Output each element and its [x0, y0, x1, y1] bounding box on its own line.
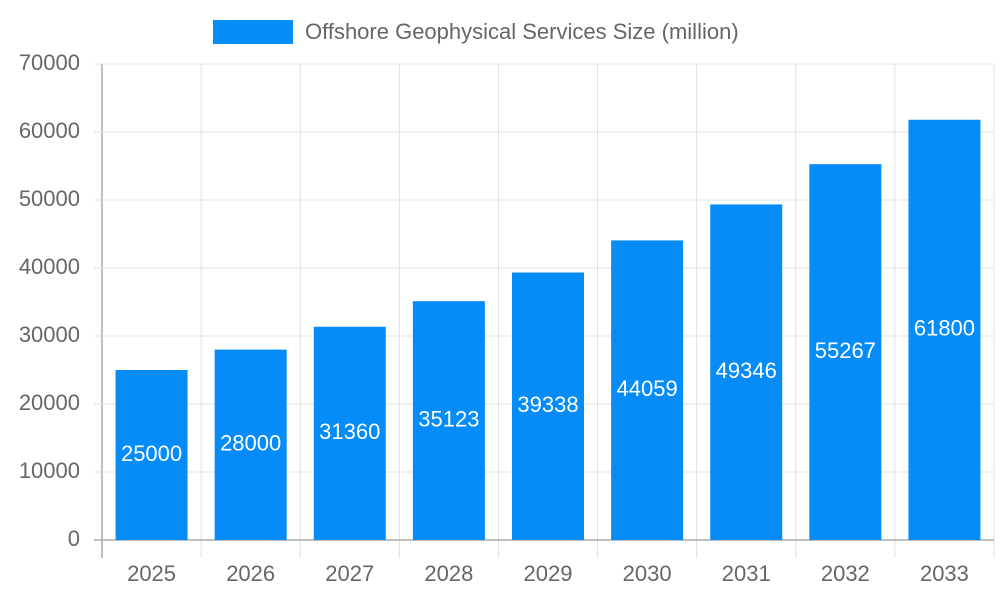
bar — [710, 204, 783, 540]
x-tick-label: 2031 — [722, 561, 771, 586]
data-label: 28000 — [220, 431, 281, 456]
bar — [412, 301, 485, 540]
y-tick-label: 40000 — [19, 254, 80, 279]
bar — [611, 240, 684, 540]
data-label: 49346 — [716, 358, 777, 383]
bar — [908, 119, 981, 540]
x-tick-label: 2028 — [424, 561, 473, 586]
data-label: 35123 — [418, 406, 479, 431]
bar — [809, 164, 882, 541]
x-tick-label: 2026 — [226, 561, 275, 586]
y-tick-label: 10000 — [19, 458, 80, 483]
bar — [512, 272, 584, 540]
bar — [313, 326, 386, 540]
y-tick-label: 50000 — [19, 186, 80, 211]
legend-label: Offshore Geophysical Services Size (mill… — [305, 19, 739, 44]
data-label: 25000 — [121, 441, 182, 466]
y-tick-label: 30000 — [19, 322, 80, 347]
y-tick-label: 20000 — [19, 390, 80, 415]
x-tick-label: 2029 — [524, 561, 573, 586]
y-tick-label: 60000 — [19, 118, 80, 143]
y-tick-label: 70000 — [19, 50, 80, 75]
x-tick-label: 2030 — [623, 561, 672, 586]
bar — [115, 370, 188, 540]
legend-swatch — [213, 20, 293, 44]
data-label: 39338 — [517, 392, 578, 417]
x-tick-label: 2027 — [325, 561, 374, 586]
x-tick-label: 2032 — [821, 561, 870, 586]
data-label: 61800 — [914, 316, 975, 341]
data-label: 44059 — [617, 376, 678, 401]
data-label: 55267 — [815, 338, 876, 363]
x-tick-label: 2025 — [127, 561, 176, 586]
data-label: 31360 — [319, 419, 380, 444]
y-tick-label: 0 — [68, 526, 80, 551]
bar — [214, 349, 287, 540]
x-tick-label: 2033 — [920, 561, 969, 586]
